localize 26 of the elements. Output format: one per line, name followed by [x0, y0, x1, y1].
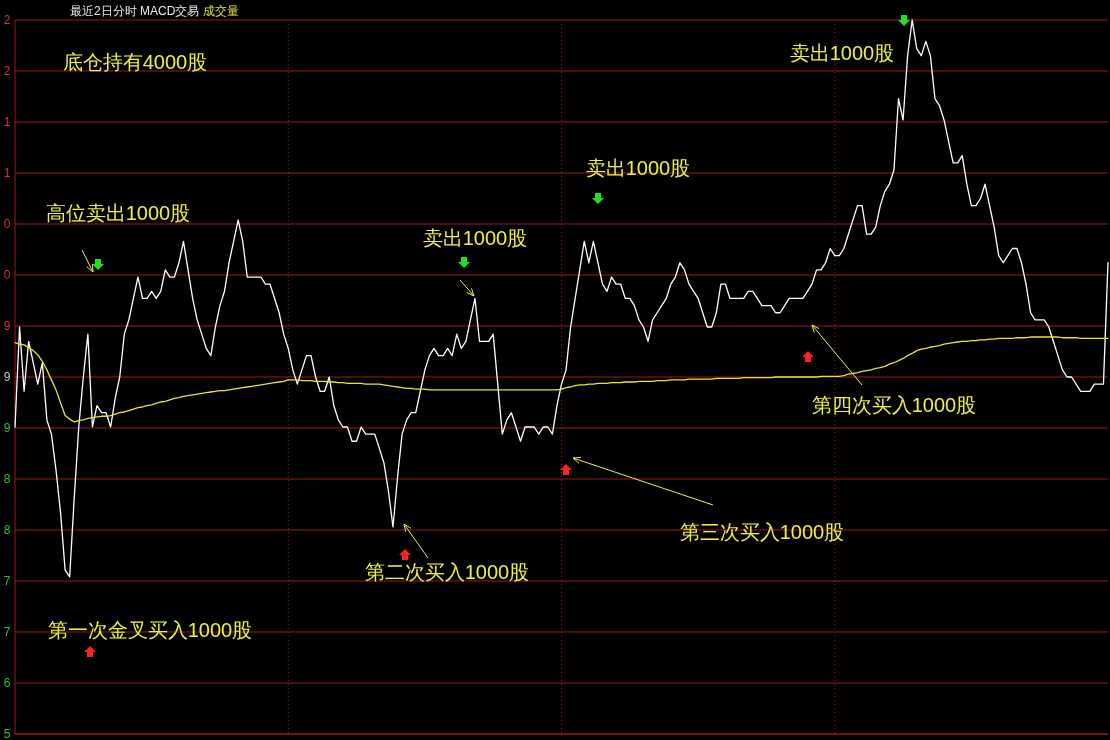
annotation: 第二次买入1000股	[364, 561, 530, 583]
text: 2	[3, 13, 11, 27]
text: 1	[3, 166, 11, 180]
text: 7	[3, 574, 11, 588]
text: 9	[3, 370, 11, 384]
text: 8	[3, 472, 11, 486]
annotation: 卖出1000股	[585, 157, 691, 179]
text: 8	[3, 523, 11, 537]
text: 6	[3, 676, 11, 690]
text: 0	[3, 268, 11, 282]
annotation: 底仓持有4000股	[62, 51, 208, 73]
annotation: 第三次买入1000股	[679, 521, 845, 543]
text: 7	[3, 625, 11, 639]
chart-subtitle: 成交量	[203, 4, 239, 18]
text: 0	[3, 217, 11, 231]
annotation: 第四次买入1000股	[811, 394, 977, 416]
text: 9	[3, 319, 11, 333]
chart-title: 最近2日分时 MACD交易	[70, 4, 200, 18]
annotation: 卖出1000股	[422, 227, 528, 249]
annotation: 卖出1000股	[789, 42, 895, 64]
text: 2	[3, 64, 11, 78]
annotation: 高位卖出1000股	[45, 202, 191, 224]
annotation: 第一次金叉买入1000股	[47, 619, 253, 641]
text: 1	[3, 115, 11, 129]
text: 5	[3, 727, 11, 740]
text: 9	[3, 421, 11, 435]
